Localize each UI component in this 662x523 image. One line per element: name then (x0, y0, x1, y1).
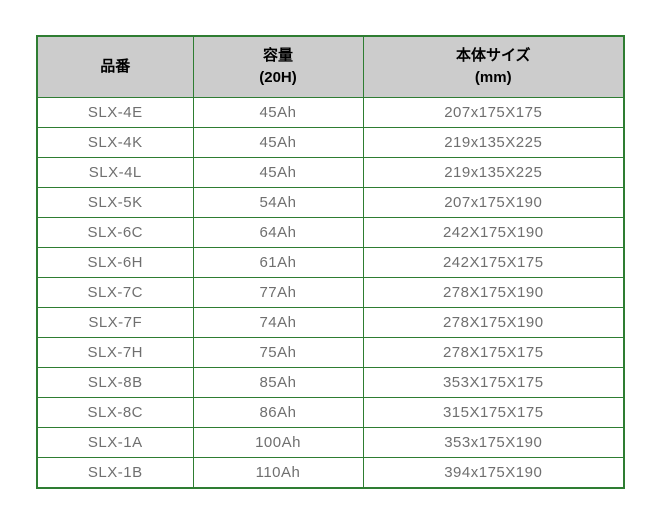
size-cell: 219x135X225 (362, 127, 625, 158)
capacity-cell: 74Ah (192, 307, 364, 338)
size-cell: 278X175X190 (362, 307, 625, 338)
model-cell: SLX-7C (36, 277, 194, 308)
model-cell: SLX-4L (36, 157, 194, 188)
capacity-cell: 64Ah (192, 217, 364, 248)
model-cell: SLX-8B (36, 367, 194, 398)
header-model-label: 品番 (100, 58, 131, 75)
size-cell: 219x135X225 (362, 157, 625, 188)
capacity-cell: 45Ah (192, 97, 364, 128)
model-cell: SLX-7H (36, 337, 194, 368)
header-model: 品番 (36, 35, 194, 98)
capacity-cell: 45Ah (192, 157, 364, 188)
capacity-cell: 77Ah (192, 277, 364, 308)
size-cell: 315X175X175 (362, 397, 625, 428)
header-capacity-sublabel: (20H) (259, 69, 297, 86)
table-row: SLX-1A 100Ah 353x175X190 (36, 427, 625, 458)
table-row: SLX-7H 75Ah 278X175X175 (36, 337, 625, 368)
capacity-cell: 86Ah (192, 397, 364, 428)
size-cell: 394x175X190 (362, 457, 625, 489)
header-size: 本体サイズ (mm) (362, 35, 625, 98)
table-header-row: 品番 容量 (20H) 本体サイズ (mm) (36, 35, 625, 98)
header-size-sublabel: (mm) (474, 69, 512, 86)
table-row: SLX-6C 64Ah 242X175X190 (36, 217, 625, 248)
capacity-cell: 110Ah (192, 457, 364, 489)
size-cell: 278X175X190 (362, 277, 625, 308)
capacity-cell: 75Ah (192, 337, 364, 368)
header-capacity: 容量 (20H) (192, 35, 364, 98)
table-row: SLX-6H 61Ah 242X175X175 (36, 247, 625, 278)
table-row: SLX-8C 86Ah 315X175X175 (36, 397, 625, 428)
size-cell: 242X175X190 (362, 217, 625, 248)
table-row: SLX-8B 85Ah 353X175X175 (36, 367, 625, 398)
size-cell: 278X175X175 (362, 337, 625, 368)
capacity-cell: 54Ah (192, 187, 364, 218)
size-cell: 242X175X175 (362, 247, 625, 278)
capacity-cell: 61Ah (192, 247, 364, 278)
header-capacity-label: 容量 (262, 47, 293, 64)
size-cell: 207x175X175 (362, 97, 625, 128)
table-body: SLX-4E 45Ah 207x175X175 SLX-4K 45Ah 219x135X2… (36, 97, 625, 489)
model-cell: SLX-6C (36, 217, 194, 248)
model-cell: SLX-4K (36, 127, 194, 158)
model-cell: SLX-1B (36, 457, 194, 489)
table-row: SLX-4E 45Ah 207x175X175 (36, 97, 625, 128)
header-size-label: 本体サイズ (455, 47, 531, 64)
capacity-cell: 45Ah (192, 127, 364, 158)
model-cell: SLX-5K (36, 187, 194, 218)
model-cell: SLX-1A (36, 427, 194, 458)
battery-spec-table: 品番 容量 (20H) 本体サイズ (mm) SLX-4E 45Ah 207x175… (36, 35, 625, 489)
capacity-cell: 85Ah (192, 367, 364, 398)
table-row: SLX-7C 77Ah 278X175X190 (36, 277, 625, 308)
size-cell: 207x175X190 (362, 187, 625, 218)
model-cell: SLX-6H (36, 247, 194, 278)
size-cell: 353x175X190 (362, 427, 625, 458)
model-cell: SLX-7F (36, 307, 194, 338)
table-row: SLX-4K 45Ah 219x135X225 (36, 127, 625, 158)
table-row: SLX-7F 74Ah 278X175X190 (36, 307, 625, 338)
table-row: SLX-1B 110Ah 394x175X190 (36, 457, 625, 489)
model-cell: SLX-4E (36, 97, 194, 128)
capacity-cell: 100Ah (192, 427, 364, 458)
table-row: SLX-5K 54Ah 207x175X190 (36, 187, 625, 218)
table-row: SLX-4L 45Ah 219x135X225 (36, 157, 625, 188)
size-cell: 353X175X175 (362, 367, 625, 398)
model-cell: SLX-8C (36, 397, 194, 428)
